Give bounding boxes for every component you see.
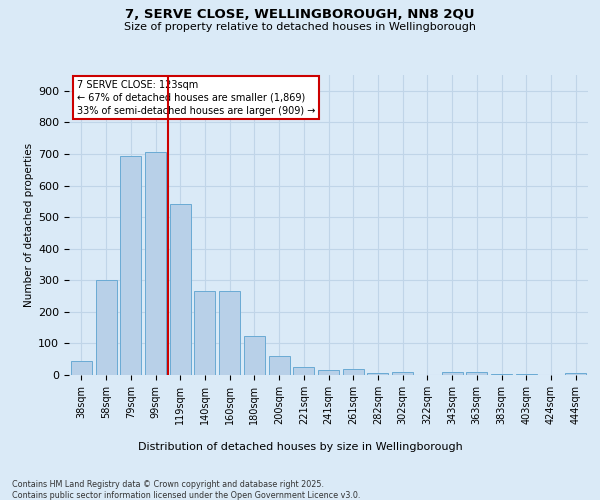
- Bar: [244, 336, 265, 375]
- Bar: [442, 372, 463, 375]
- Bar: [71, 361, 92, 375]
- Bar: [269, 356, 290, 375]
- Bar: [516, 374, 537, 375]
- Bar: [491, 374, 512, 375]
- Text: 7 SERVE CLOSE: 123sqm
← 67% of detached houses are smaller (1,869)
33% of semi-d: 7 SERVE CLOSE: 123sqm ← 67% of detached …: [77, 80, 315, 116]
- Bar: [194, 292, 215, 375]
- Bar: [293, 367, 314, 375]
- Text: Distribution of detached houses by size in Wellingborough: Distribution of detached houses by size …: [137, 442, 463, 452]
- Bar: [170, 204, 191, 375]
- Bar: [120, 156, 141, 375]
- Text: Size of property relative to detached houses in Wellingborough: Size of property relative to detached ho…: [124, 22, 476, 32]
- Bar: [392, 372, 413, 375]
- Bar: [367, 374, 388, 375]
- Text: Contains HM Land Registry data © Crown copyright and database right 2025.
Contai: Contains HM Land Registry data © Crown c…: [12, 480, 361, 500]
- Bar: [466, 372, 487, 375]
- Bar: [95, 280, 116, 375]
- Bar: [219, 292, 240, 375]
- Bar: [565, 374, 586, 375]
- Y-axis label: Number of detached properties: Number of detached properties: [24, 143, 34, 307]
- Bar: [318, 370, 339, 375]
- Bar: [145, 152, 166, 375]
- Text: 7, SERVE CLOSE, WELLINGBOROUGH, NN8 2QU: 7, SERVE CLOSE, WELLINGBOROUGH, NN8 2QU: [125, 8, 475, 20]
- Bar: [343, 368, 364, 375]
